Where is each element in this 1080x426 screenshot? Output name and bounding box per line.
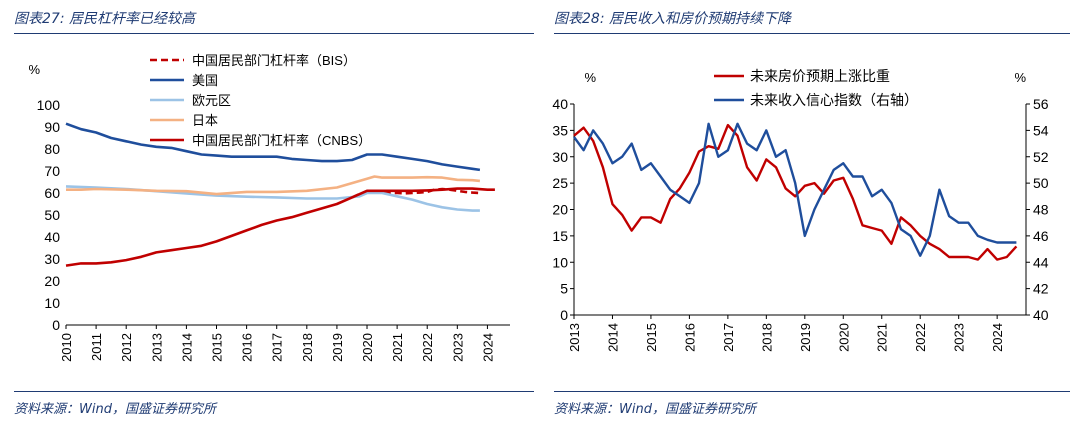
left-x-tick-label: 2023 [450,333,465,362]
left-x-tick-label: 2022 [420,333,435,362]
right-title-rule [554,33,1070,34]
right-x-tick-label: 2013 [567,323,582,352]
right-series-line-1 [573,122,1017,257]
right-panel-title: 图表28: 居民收入和房价预期持续下降 [554,8,791,28]
left-legend-label-2: 欧元区 [192,93,231,108]
left-y-unit-label: % [28,62,40,77]
right-left-y-tick-label: 40 [552,96,568,112]
left-y-tick-label: 40 [44,229,60,245]
right-x-tick-label: 2016 [682,323,697,352]
left-y-tick-label: 80 [44,141,60,157]
left-y-tick-label: 50 [44,207,60,223]
right-series-line-0 [573,123,1018,261]
left-x-tick-label: 2013 [149,333,164,362]
left-y-tick-label: 10 [44,295,60,311]
right-right-y-tick-label: 44 [1033,254,1049,270]
right-left-y-tick-label: 35 [552,122,568,138]
right-right-y-tick-label: 56 [1033,96,1049,112]
right-x-tick-label: 2014 [605,323,620,352]
left-x-tick-label: 2020 [360,333,375,362]
left-y-tick-label: 20 [44,273,60,289]
left-x-tick-label: 2010 [59,333,74,362]
right-y-unit-label-left: % [584,70,596,85]
right-x-tick-label: 2019 [798,323,813,352]
left-y-tick-label: 30 [44,251,60,267]
left-x-tick-label: 2011 [89,333,104,361]
left-source: 资料来源：Wind，国盛证券研究所 [14,402,216,417]
right-left-y-tick-label: 0 [560,307,568,323]
right-source-rule [554,391,1070,392]
left-y-tick-label: 0 [52,317,60,333]
left-x-tick-label: 2019 [330,333,345,362]
left-x-tick-label: 2016 [240,333,255,362]
right-right-y-tick-label: 46 [1033,228,1049,244]
right-title-text: 居民收入和房价预期持续下降 [608,11,791,27]
right-right-y-tick-label: 40 [1033,307,1049,323]
right-x-tick-label: 2022 [913,323,928,352]
left-series-line-3 [66,175,481,196]
left-x-tick-label: 2024 [480,333,495,362]
right-title-prefix: 图表28: [554,11,605,27]
left-x-tick-label: 2014 [179,333,194,362]
right-right-y-tick-label: 52 [1033,149,1049,165]
right-right-y-tick-label: 48 [1033,202,1049,218]
left-panel-title: 图表27: 居民杠杆率已经较高 [14,8,195,28]
right-left-y-tick-label: 20 [552,202,568,218]
right-left-y-tick-label: 25 [552,175,568,191]
left-x-tick-label: 2012 [119,333,134,362]
left-x-tick-label: 2018 [300,333,315,362]
right-source: 资料来源：Wind，国盛证券研究所 [554,402,756,417]
left-y-tick-label: 90 [44,119,60,135]
left-x-tick-label: 2015 [210,333,225,362]
left-series-line-4 [65,187,495,267]
right-x-tick-label: 2021 [875,323,890,352]
right-right-y-tick-label: 50 [1033,175,1049,191]
right-legend-label-0: 未来房价预期上涨比重 [750,68,890,84]
left-title-text: 居民杠杆率已经较高 [68,11,195,27]
right-x-tick-label: 2017 [721,323,736,352]
left-legend-label-1: 美国 [192,73,218,88]
left-x-tick-label: 2017 [270,333,285,362]
right-left-y-tick-label: 30 [552,149,568,165]
right-x-tick-label: 2015 [644,323,659,352]
right-left-y-tick-label: 10 [552,254,568,270]
right-y-unit-label-right: % [1014,70,1026,85]
right-x-tick-label: 2023 [952,323,967,352]
right-legend-label-1: 未来收入信心指数（右轴） [750,92,918,108]
left-legend-label-3: 日本 [192,113,218,128]
left-y-tick-label: 100 [37,97,61,113]
left-y-tick-label: 60 [44,185,60,201]
right-right-y-tick-label: 54 [1033,122,1049,138]
left-legend-label-0: 中国居民部门杠杆率（BIS） [192,53,356,68]
left-title-prefix: 图表27: [14,11,65,27]
right-left-y-tick-label: 15 [552,228,568,244]
right-x-tick-label: 2024 [990,323,1005,352]
left-x-tick-label: 2021 [390,333,405,362]
left-y-tick-label: 70 [44,163,60,179]
left-title-rule [14,33,534,34]
right-left-y-tick-label: 5 [560,281,568,297]
left-legend-label-4: 中国居民部门杠杆率（CNBS） [192,133,371,148]
right-right-y-tick-label: 42 [1033,281,1049,297]
right-x-tick-label: 2018 [759,323,774,352]
right-x-tick-label: 2020 [836,323,851,352]
left-source-rule [14,391,534,392]
left-series-line-1 [65,122,481,172]
